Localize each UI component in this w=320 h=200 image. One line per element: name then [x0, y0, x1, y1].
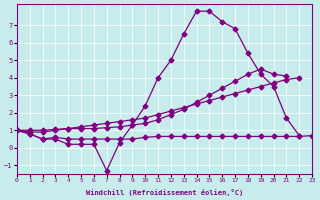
X-axis label: Windchill (Refroidissement éolien,°C): Windchill (Refroidissement éolien,°C) [86, 189, 243, 196]
